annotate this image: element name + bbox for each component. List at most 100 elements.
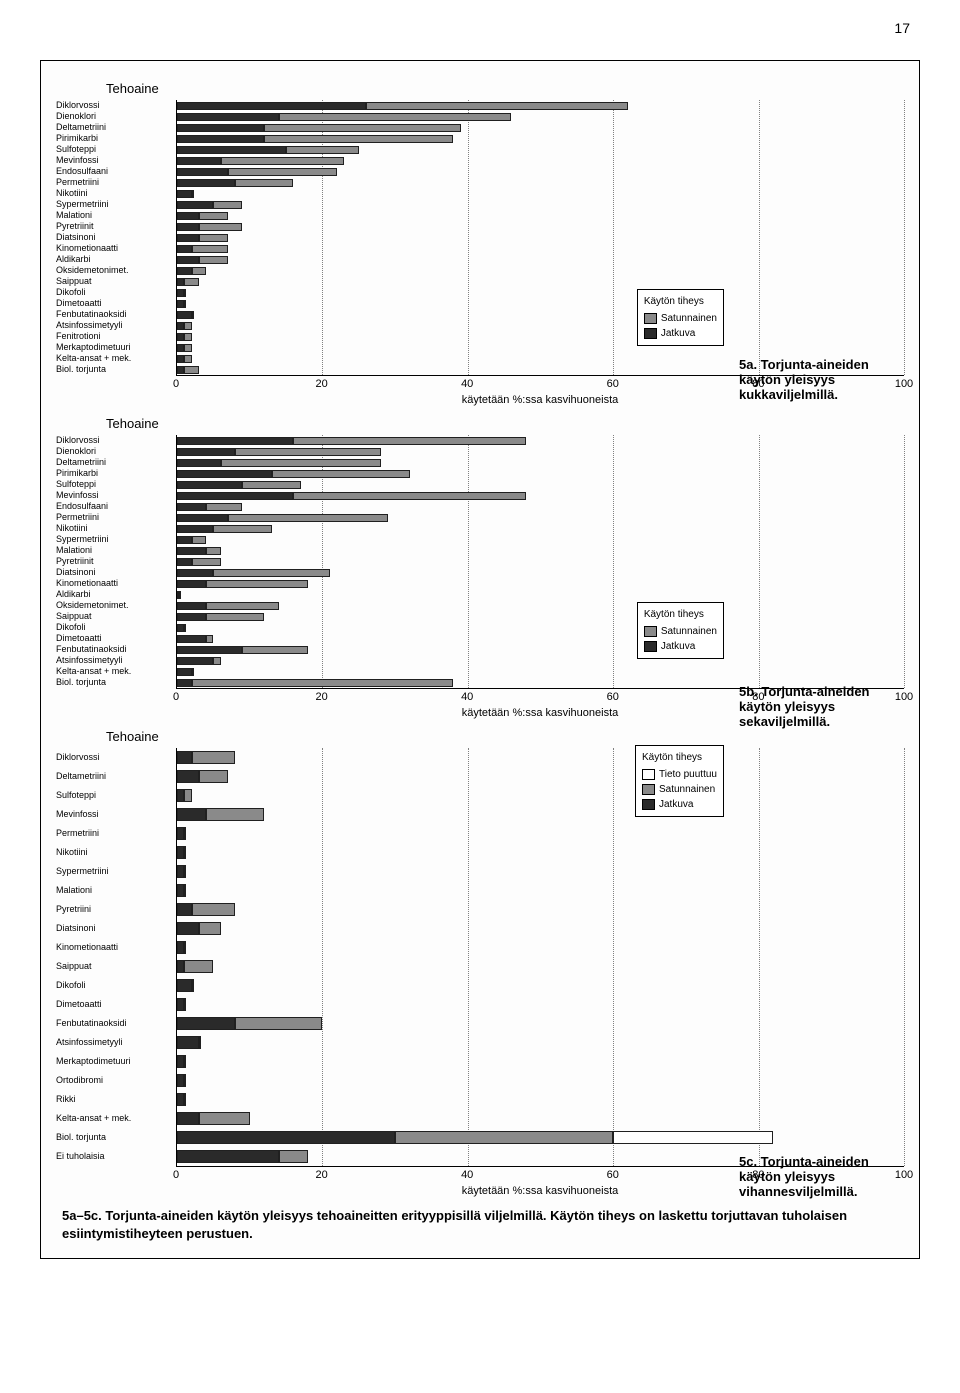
- bar-jatkuva: [177, 547, 206, 555]
- bar-row: [177, 457, 904, 468]
- bar-jatkuva: [177, 157, 221, 165]
- bar-label: Fenbutatinaoksidi: [56, 645, 131, 654]
- bar-jatkuva: [177, 865, 184, 878]
- bar-satunnainen: [184, 884, 186, 897]
- bar-satunnainen: [235, 179, 293, 187]
- bar-satunnainen: [221, 157, 345, 165]
- bar-label: Pirimikarbi: [56, 134, 102, 143]
- bar-row: [177, 1090, 904, 1109]
- bar-jatkuva: [177, 102, 366, 110]
- chart-5c-caption: 5c. Torjunta-aineiden käytön yleisyys vi…: [739, 1154, 909, 1199]
- bar-satunnainen: [192, 536, 207, 544]
- bar-satunnainen: [179, 591, 181, 599]
- bar-row: [177, 805, 904, 824]
- tick-label: 60: [607, 1169, 619, 1181]
- legend-item: Satunnainen: [644, 624, 717, 639]
- bar-jatkuva: [177, 827, 184, 840]
- bar-jatkuva: [177, 1017, 235, 1030]
- bar-row: [177, 342, 904, 353]
- bar-jatkuva: [177, 492, 293, 500]
- bar-label: Aldikarbi: [56, 255, 95, 264]
- legend-item: Satunnainen: [642, 782, 717, 797]
- tick-label: 20: [315, 378, 327, 390]
- page-number: 17: [894, 20, 910, 36]
- bar-row: [177, 501, 904, 512]
- bar-row: [177, 843, 904, 862]
- tick-label: 0: [173, 378, 179, 390]
- bar-row: [177, 655, 904, 666]
- tick-label: 0: [173, 691, 179, 703]
- bar-satunnainen: [192, 558, 221, 566]
- bar-row: [177, 622, 904, 633]
- bar-row: [177, 133, 904, 144]
- legend-item: Jatkuva: [644, 639, 717, 654]
- bar-label: Saippuat: [56, 962, 96, 971]
- bar-jatkuva: [177, 256, 199, 264]
- chart-5c-labels: DiklorvossiDeltametriiniSulfoteppiMevinf…: [56, 748, 176, 1167]
- bar-label: Permetriini: [56, 513, 103, 522]
- bar-jatkuva: [177, 979, 192, 992]
- bar-label: Kinometionaatti: [56, 244, 122, 253]
- bar-row: [177, 298, 904, 309]
- bar-satunnainen: [242, 646, 307, 654]
- bar-satunnainen: [206, 503, 242, 511]
- bar-row: [177, 600, 904, 611]
- bar-satunnainen: [264, 124, 460, 132]
- bar-label: Diatsinoni: [56, 924, 100, 933]
- bar-label: Dimetoaatti: [56, 634, 106, 643]
- bar-row: [177, 155, 904, 166]
- bar-row: [177, 1052, 904, 1071]
- bar-jatkuva: [177, 789, 184, 802]
- bar-label: Sypermetriini: [56, 200, 113, 209]
- bar-jatkuva: [177, 267, 192, 275]
- bar-label: Fenbutatinaoksidi: [56, 310, 131, 319]
- bar-row: [177, 589, 904, 600]
- bar-satunnainen: [206, 602, 279, 610]
- bar-row: [177, 188, 904, 199]
- legend-swatch: [644, 313, 657, 324]
- bar-satunnainen: [192, 311, 194, 319]
- bar-row: [177, 287, 904, 298]
- bar-jatkuva: [177, 536, 192, 544]
- bar-label: Deltametriini: [56, 458, 110, 467]
- bar-label: Nikotiini: [56, 524, 92, 533]
- bar-jatkuva: [177, 1074, 184, 1087]
- bar-row: [177, 862, 904, 881]
- bar-label: Biol. torjunta: [56, 1133, 110, 1142]
- bar-label: Malationi: [56, 211, 96, 220]
- bar-label: Ei tuholaisia: [56, 1152, 109, 1161]
- bar-label: Mevinfossi: [56, 156, 103, 165]
- bar-satunnainen: [184, 278, 199, 286]
- bar-jatkuva: [177, 635, 206, 643]
- bar-label: Pyretriinit: [56, 557, 98, 566]
- bar-satunnainen: [184, 300, 186, 308]
- bar-jatkuva: [177, 941, 184, 954]
- bar-jatkuva: [177, 135, 264, 143]
- bar-satunnainen: [199, 1112, 250, 1125]
- bar-satunnainen: [184, 941, 186, 954]
- tick-label: 60: [607, 691, 619, 703]
- legend-label: Jatkuva: [659, 797, 693, 812]
- bar-label: Mevinfossi: [56, 810, 103, 819]
- chart-5c-title: Tehoaine: [106, 729, 904, 744]
- bar-jatkuva: [177, 1131, 395, 1144]
- bar-row: [177, 523, 904, 534]
- bar-satunnainen: [206, 613, 264, 621]
- legend-label: Satunnainen: [661, 311, 717, 326]
- bar-row: [177, 221, 904, 232]
- bar-label: Merkaptodimetuuri: [56, 1057, 135, 1066]
- chart-5b: Tehoaine DiklorvossiDienokloriDeltametri…: [56, 416, 904, 719]
- bar-label: Fenitrotioni: [56, 332, 105, 341]
- bar-satunnainen: [184, 846, 186, 859]
- bar-jatkuva: [177, 514, 228, 522]
- bar-satunnainen: [184, 865, 186, 878]
- bar-satunnainen: [206, 580, 308, 588]
- bar-jatkuva: [177, 223, 199, 231]
- bar-jatkuva: [177, 569, 213, 577]
- bar-satunnainen: [184, 355, 191, 363]
- bar-jatkuva: [177, 903, 192, 916]
- bar-label: Merkaptodimetuuri: [56, 343, 135, 352]
- bar-label: Kinometionaatti: [56, 579, 122, 588]
- bar-label: Diklorvossi: [56, 753, 104, 762]
- bar-jatkuva: [177, 922, 199, 935]
